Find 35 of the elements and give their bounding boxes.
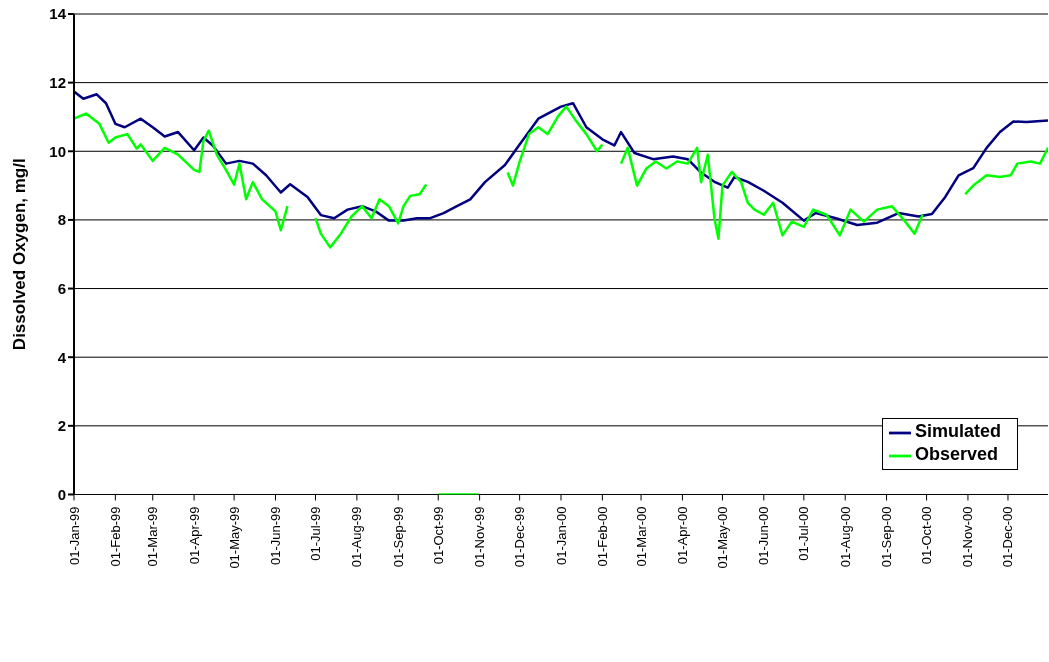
y-tick-label: 10 [49,142,66,160]
x-tick-label: 01-Sep-00 [879,506,895,568]
x-tick-label: 01-Oct-99 [430,506,446,565]
x-tick-label: 01-Feb-00 [594,506,610,567]
x-tick-label: 01-Apr-00 [674,506,690,565]
x-tick-label: 01-Feb-99 [107,506,123,567]
x-tick-label: 01-Jul-99 [308,506,323,561]
x-tick-label: 01-Aug-99 [349,506,365,568]
y-tick-label: 0 [57,485,66,503]
y-tick-label: 8 [57,211,66,229]
y-tick-label: 6 [57,279,66,297]
x-tick-label: 01-Mar-00 [633,506,649,567]
x-tick-label: 01-Jun-99 [267,506,283,566]
x-tick-label: 01-Oct-00 [919,506,935,565]
x-tick-label: 01-Jun-00 [756,506,772,566]
x-tick-label: 01-Sep-99 [390,506,406,568]
y-tick-label: 12 [49,73,66,91]
y-axis-title: Dissolved Oxygen, mg/l [10,158,30,351]
y-tick-label: 2 [57,417,66,435]
x-tick-label: 01-Dec-99 [512,506,528,568]
x-tick-label: 01-Jan-99 [66,506,82,566]
legend-label: Observed [914,443,999,464]
x-tick-label: 01-Mar-99 [145,506,161,567]
legend-label: Simulated [914,421,1001,441]
x-tick-label: 01-Jul-00 [796,506,812,561]
x-tick-label: 01-Jan-00 [553,506,569,566]
x-tick-label: 01-Aug-00 [837,506,853,568]
x-tick-label: 01-May-00 [714,506,730,569]
y-tick-label: 4 [57,348,67,366]
y-tick-label: 14 [49,5,67,23]
x-tick-label: 01-Dec-00 [1000,506,1016,568]
x-tick-label: 01-Nov-00 [960,506,976,568]
x-tick-label: 01-May-99 [226,506,242,569]
x-tick-label: 01-Apr-99 [186,506,202,565]
x-tick-label: 01-Nov-99 [472,506,488,568]
